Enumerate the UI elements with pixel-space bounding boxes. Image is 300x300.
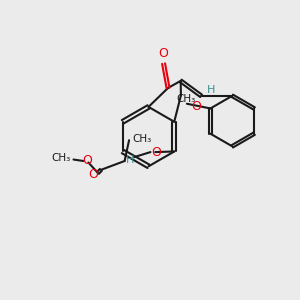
Text: O: O	[151, 146, 161, 159]
Text: CH₃: CH₃	[176, 94, 195, 104]
Text: O: O	[159, 47, 169, 60]
Text: H: H	[206, 85, 215, 95]
Text: O: O	[191, 100, 201, 113]
Text: CH₃: CH₃	[51, 153, 70, 163]
Text: H: H	[126, 154, 135, 164]
Text: O: O	[82, 154, 92, 167]
Text: O: O	[88, 168, 98, 181]
Text: CH₃: CH₃	[132, 134, 151, 144]
